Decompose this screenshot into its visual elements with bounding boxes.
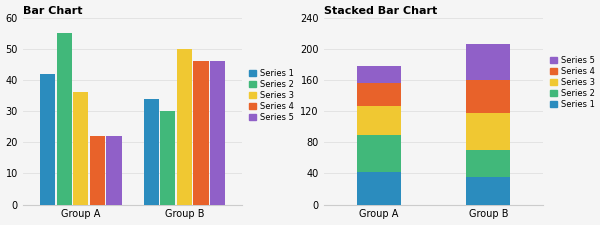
Legend: Series 5, Series 4, Series 3, Series 2, Series 1: Series 5, Series 4, Series 3, Series 2, … (550, 56, 595, 109)
Bar (357, 66, 401, 83)
Text: Bar Chart: Bar Chart (23, 6, 82, 16)
Bar (466, 113, 511, 150)
Bar (56, 33, 72, 205)
Bar (357, 106, 401, 135)
Bar (466, 177, 511, 205)
Bar (466, 44, 511, 80)
Bar (466, 150, 511, 177)
Bar (106, 136, 122, 205)
Bar (466, 80, 511, 113)
Text: Stacked Bar Chart: Stacked Bar Chart (324, 6, 437, 16)
Bar (193, 61, 209, 205)
Bar (40, 74, 55, 205)
Bar (143, 99, 159, 205)
Bar (160, 111, 175, 205)
Bar (177, 49, 192, 205)
Bar (357, 172, 401, 205)
Bar (73, 92, 88, 205)
Bar (357, 83, 401, 106)
Bar (357, 135, 401, 172)
Bar (210, 61, 225, 205)
Legend: Series 1, Series 2, Series 3, Series 4, Series 5: Series 1, Series 2, Series 3, Series 4, … (249, 69, 293, 122)
Bar (90, 136, 105, 205)
